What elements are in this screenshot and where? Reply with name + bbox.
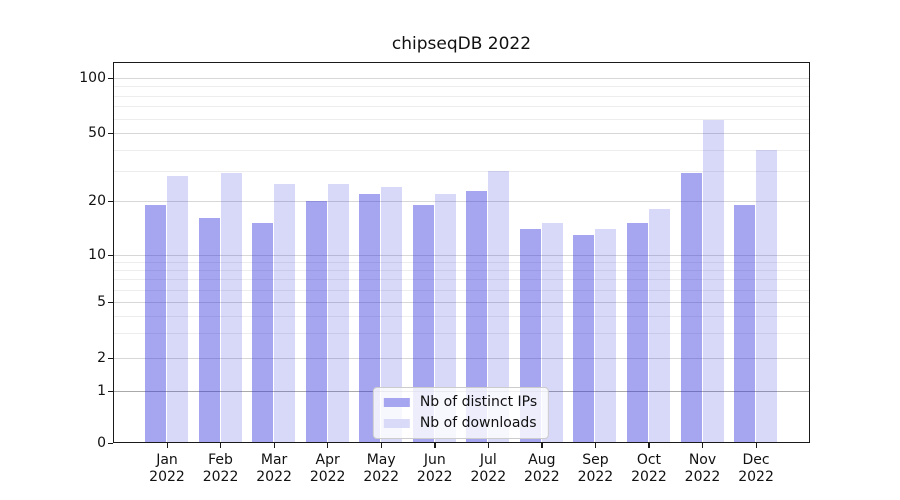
gridline-minor	[113, 118, 810, 120]
x-tick-mark	[487, 443, 490, 448]
plot-area	[113, 62, 810, 443]
y-tick-label: 2	[97, 350, 106, 366]
y-tick-label: 50	[88, 125, 106, 141]
x-tick-mark	[380, 443, 382, 448]
legend-swatch-nb-of-downloads	[383, 418, 410, 428]
gridline-major	[113, 201, 810, 202]
x-tick-mark	[166, 443, 168, 448]
y-tick-mark	[108, 357, 113, 359]
bar-nb-of-downloads-jun	[434, 193, 456, 443]
gridline-minor	[113, 333, 810, 335]
x-tick-label-feb: Feb 2022	[202, 452, 239, 485]
bar-nb-of-distinct-ips-apr	[305, 201, 327, 443]
x-tick-label-sep: Sep 2022	[577, 452, 614, 485]
bar-nb-of-downloads-feb	[220, 173, 242, 443]
bar-nb-of-distinct-ips-jan	[145, 204, 166, 443]
gridline-major	[113, 78, 810, 79]
bar-nb-of-downloads-sep	[595, 228, 617, 443]
x-tick-mark	[755, 443, 757, 448]
legend-entry: Nb of downloads	[383, 415, 537, 431]
y-tick-mark	[108, 200, 113, 202]
y-tick-mark	[108, 442, 113, 444]
y-tick-label: 10	[88, 247, 106, 263]
x-tick-label-jan: Jan 2022	[149, 452, 185, 485]
x-tick-mark	[702, 443, 704, 448]
y-tick-label: 0	[97, 435, 106, 451]
y-tick-mark	[108, 132, 113, 134]
x-tick-mark	[594, 443, 597, 448]
bar-nb-of-distinct-ips-feb	[198, 218, 220, 443]
gridline-major	[113, 358, 810, 359]
bar-nb-of-downloads-apr	[327, 184, 349, 443]
bar-nb-of-distinct-ips-jun	[412, 204, 434, 443]
x-tick-label-oct: Oct 2022	[631, 452, 667, 485]
bar-nb-of-downloads-dec	[756, 149, 778, 443]
legend-label: Nb of downloads	[419, 415, 537, 431]
x-tick-label-nov: Nov 2022	[684, 452, 721, 485]
bar-nb-of-distinct-ips-oct	[626, 223, 648, 443]
x-tick-label-mar: Mar 2022	[256, 452, 292, 485]
x-tick-label-may: May 2022	[363, 452, 399, 485]
x-tick-mark	[541, 443, 543, 448]
chart-title: chipseqDB 2022	[391, 34, 532, 54]
gridline-minor	[113, 289, 810, 291]
legend-entry: Nb of distinct IPs	[383, 394, 538, 410]
y-tick-mark	[108, 390, 113, 392]
y-tick-mark	[108, 77, 113, 79]
legend-swatch-nb-of-distinct-ips	[383, 397, 410, 407]
bar-nb-of-distinct-ips-mar	[252, 223, 274, 443]
x-tick-label-aug: Aug 2022	[524, 452, 560, 485]
y-tick-label: 100	[79, 70, 106, 86]
gridline-minor	[113, 106, 810, 108]
gridline-minor	[113, 149, 810, 151]
y-tick-mark	[108, 254, 113, 256]
bar-nb-of-distinct-ips-sep	[573, 234, 595, 443]
bar-nb-of-distinct-ips-dec	[734, 204, 756, 443]
gridline-major	[113, 133, 810, 134]
x-tick-mark	[220, 443, 222, 448]
bar-nb-of-distinct-ips-may	[359, 193, 381, 443]
y-tick-label: 20	[88, 193, 106, 209]
bar-nb-of-downloads-may	[381, 187, 403, 443]
gridline-minor	[113, 315, 810, 317]
gridline-major	[113, 302, 810, 303]
gridline-minor	[113, 95, 810, 97]
x-tick-mark	[273, 443, 275, 448]
legend: Nb of distinct IPs Nb of downloads	[372, 387, 550, 439]
x-tick-label-apr: Apr 2022	[309, 452, 346, 485]
y-tick-label: 1	[97, 383, 106, 399]
x-tick-label-jun: Jun 2022	[416, 452, 453, 485]
bar-nb-of-downloads-oct	[648, 209, 670, 443]
y-tick-mark	[108, 301, 113, 303]
bar-nb-of-downloads-mar	[274, 184, 296, 443]
gridline-minor	[113, 170, 810, 172]
gridline-minor	[113, 86, 810, 88]
bar-nb-of-distinct-ips-nov	[680, 173, 702, 443]
x-tick-mark	[434, 443, 436, 448]
gridline-minor	[113, 262, 810, 264]
gridline-minor	[113, 279, 810, 281]
gridline-major	[113, 255, 810, 256]
x-tick-mark	[648, 443, 650, 448]
x-tick-mark	[327, 443, 329, 448]
bar-nb-of-downloads-jan	[167, 176, 188, 443]
bar-nb-of-downloads-nov	[702, 119, 724, 443]
x-tick-label-jul: Jul 2022	[470, 452, 507, 485]
bar-nb-of-downloads-jul	[488, 170, 510, 443]
legend-label: Nb of distinct IPs	[419, 394, 538, 410]
y-tick-label: 5	[97, 294, 106, 310]
gridline-minor	[113, 270, 810, 272]
bar-nb-of-distinct-ips-jul	[466, 190, 488, 443]
x-tick-label-dec: Dec 2022	[738, 452, 774, 485]
